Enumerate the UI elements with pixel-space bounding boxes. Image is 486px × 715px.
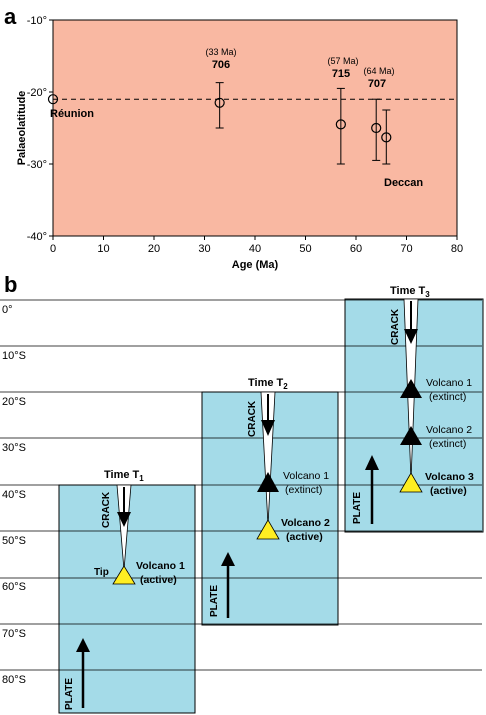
ann-706: 706: [212, 59, 230, 71]
volcano-1-extinct-triangle: [257, 472, 279, 492]
crack-arrow-head-icon: [261, 420, 275, 436]
crack-label: CRACK: [101, 491, 112, 528]
plate-label: PLATE: [209, 585, 220, 617]
volcano-2-status: (active): [286, 531, 323, 543]
ann-707-age: (64 Ma): [363, 66, 394, 76]
plate-arrow-head-icon: [221, 552, 235, 566]
data-point: [335, 119, 346, 130]
volcano-2-extinct-triangle: [400, 426, 422, 445]
volcano-1-status: (active): [140, 574, 177, 586]
x-tick-label: 60: [350, 243, 362, 255]
volcano-1-status: (extinct): [429, 391, 466, 403]
volcano-2-status: (extinct): [429, 438, 466, 450]
crack-label: CRACK: [247, 400, 258, 437]
x-tick-label: 30: [198, 243, 210, 255]
x-tick-label: 10: [97, 243, 109, 255]
ann-706-age: (33 Ma): [205, 47, 236, 57]
volcano-1-active-triangle: [112, 565, 136, 585]
x-tick-label: 70: [400, 243, 412, 255]
plate-arrow-head-icon: [76, 638, 90, 652]
volcano-1-label: Volcano 1: [426, 377, 472, 389]
volcano-1-extinct-triangle: [400, 379, 422, 398]
volcano-3-status: (active): [430, 485, 467, 497]
crack-arrow-head-icon: [404, 329, 418, 344]
volcano-2-label: Volcano 2: [426, 424, 472, 436]
volcano-1-label: Volcano 1: [136, 560, 185, 572]
plate-label: PLATE: [352, 492, 363, 524]
lat-label-30s: 30°S: [2, 442, 26, 454]
latitude-lines: [0, 299, 482, 671]
volcano-3-label: Volcano 3: [425, 471, 474, 483]
lat-label-10s: 10°S: [2, 350, 26, 362]
data-point: [47, 94, 59, 105]
lat-label-0: 0°: [2, 304, 13, 316]
tip-label: Tip: [94, 567, 109, 578]
crack-label: CRACK: [390, 308, 401, 345]
y-axis: -10° -20° -30° -40°: [27, 15, 53, 243]
ann-715-age: (57 Ma): [327, 56, 358, 66]
x-tick-label: 50: [299, 243, 311, 255]
lat-label-80s: 80°S: [2, 674, 26, 686]
ann-715: 715: [332, 68, 350, 80]
volcano-2-label: Volcano 2: [281, 517, 330, 529]
y-tick-label: -20°: [27, 87, 47, 99]
data-point: [371, 122, 382, 134]
data-point: [381, 132, 392, 143]
plate-label: PLATE: [64, 678, 75, 710]
plate-arrow-head-icon: [365, 455, 379, 470]
x-tick-label: 20: [148, 243, 160, 255]
crack-arrow-head-icon: [117, 512, 131, 527]
label-reunion: Réunion: [50, 108, 94, 120]
lat-label-70s: 70°S: [2, 628, 26, 640]
x-tick-label: 0: [50, 243, 56, 255]
volcano-1-status: (extinct): [285, 484, 322, 496]
lat-label-60s: 60°S: [2, 581, 26, 593]
panel-a-letter: a: [4, 4, 17, 29]
y-tick-label: -40°: [27, 231, 47, 243]
crack-wedge: [116, 484, 132, 571]
latitude-labels: 0° 10°S 20°S 30°S 40°S 50°S 60°S 70°S 80…: [2, 304, 26, 686]
volcano-2-active-triangle: [256, 519, 280, 540]
panel-b-letter: b: [4, 272, 17, 297]
volcano-3-active-triangle: [399, 472, 423, 493]
plot-area: [52, 19, 458, 237]
data-point: [214, 97, 225, 108]
y-tick-label: -10°: [27, 15, 47, 27]
x-axis: 0 10 20 30 40 50 60 70 80: [50, 236, 463, 255]
lat-label-20s: 20°S: [2, 396, 26, 408]
lat-label-40s: 40°S: [2, 489, 26, 501]
time-t3-label: Time T3: [390, 285, 430, 299]
volcano-1-label: Volcano 1: [283, 470, 329, 482]
label-deccan: Deccan: [384, 177, 423, 189]
ann-707: 707: [368, 78, 386, 90]
data-points: [47, 82, 392, 165]
time-t1-label: Time T1: [104, 469, 144, 483]
y-axis-label: Palaeolatitude: [16, 91, 28, 166]
x-axis-label: Age (Ma): [232, 259, 279, 271]
time-t2-label: Time T2: [248, 377, 288, 391]
x-tick-label: 80: [451, 243, 463, 255]
lat-label-50s: 50°S: [2, 535, 26, 547]
x-tick-label: 40: [249, 243, 261, 255]
y-tick-label: -30°: [27, 159, 47, 171]
